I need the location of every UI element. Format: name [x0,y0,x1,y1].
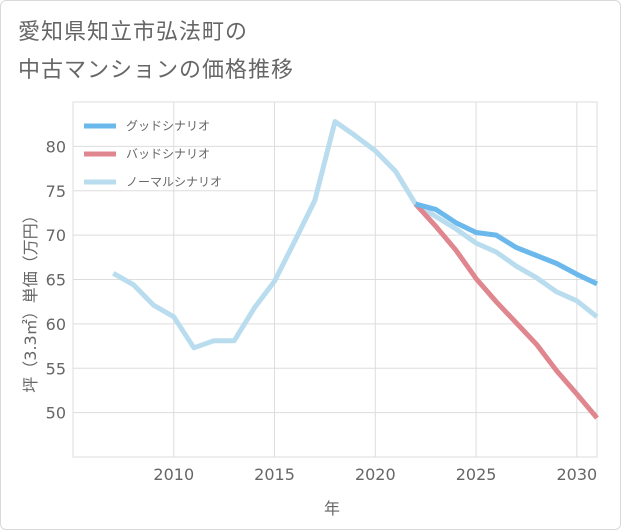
y-tick-label: 75 [46,182,66,201]
series-line-1 [413,202,599,420]
y-tick-label: 70 [46,226,66,245]
series-line-0 [414,201,599,287]
x-tick-label: 2025 [456,465,497,484]
y-tick-label: 60 [46,315,66,334]
y-tick-label: 80 [46,137,66,156]
x-tick-label: 2015 [254,465,295,484]
legend-label: バッドシナリオ [126,147,210,161]
y-tick-labels: 50 55 60 65 70 75 80 [46,137,66,422]
y-axis-title: 坪（3.3㎡）単価（万円） [21,207,40,392]
series-line-2 [112,119,599,351]
x-axis-title: 年 [324,499,340,518]
x-tick-labels: 2010 2015 2020 2025 2030 [153,465,597,484]
legend-label: ノーマルシナリオ [126,175,222,189]
series-lines [112,119,599,420]
y-tick-label: 55 [46,359,66,378]
grid-lines [72,101,598,458]
chart-title-line2: 中古マンションの価格推移 [18,58,295,83]
x-tick-label: 2020 [355,465,396,484]
chart-title-line1: 愛知県知立市弘法町の [18,20,249,45]
y-tick-label: 65 [46,271,66,290]
legend-label: グッドシナリオ [126,119,210,133]
x-tick-label: 2010 [153,465,194,484]
x-tick-label: 2030 [556,465,597,484]
y-tick-label: 50 [46,404,66,423]
